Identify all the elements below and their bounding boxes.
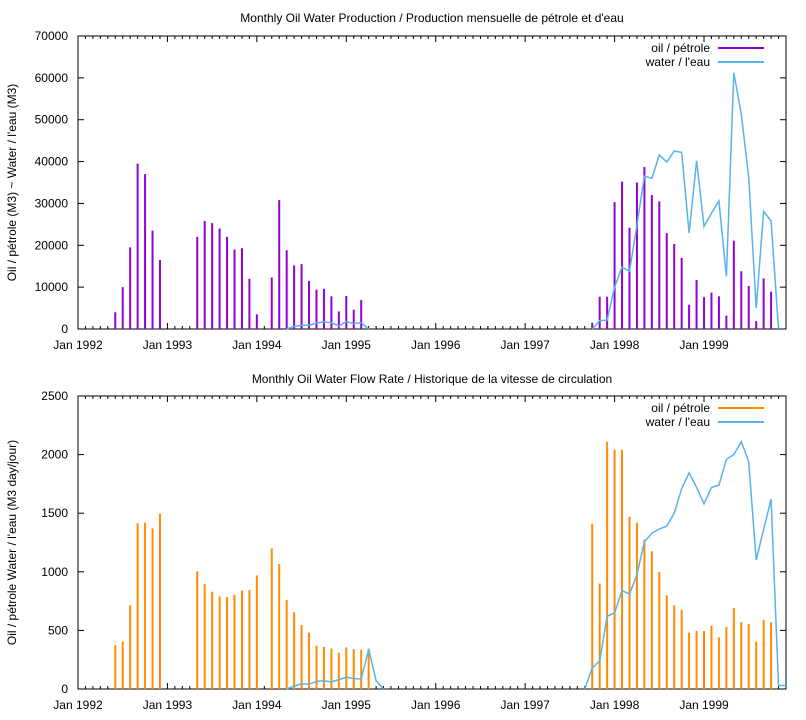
x-tick-label: Jan 1994 [232, 698, 282, 712]
y-tick-label: 70000 [35, 29, 69, 43]
y-tick-label: 50000 [35, 113, 69, 127]
x-tick-label: Jan 1994 [232, 338, 282, 352]
chart-1: Monthly Oil Water Production / Productio… [5, 11, 787, 352]
series-line [286, 320, 370, 330]
x-tick-label: Jan 1995 [322, 698, 372, 712]
series-line [591, 72, 780, 330]
y-tick-label: 0 [61, 322, 68, 336]
y-tick-label: 10000 [35, 280, 69, 294]
y-tick-label: 0 [61, 682, 68, 696]
y-tick-label: 30000 [35, 196, 69, 210]
y-tick-label: 2000 [41, 448, 68, 462]
x-tick-label: Jan 1997 [500, 698, 550, 712]
y-tick-label: 2500 [41, 389, 68, 403]
x-tick-label: Jan 1992 [53, 338, 103, 352]
series-1 [114, 441, 773, 689]
plot-frame [77, 35, 787, 330]
x-tick-label: Jan 1998 [590, 338, 640, 352]
chart-title: Monthly Oil Water Flow Rate / Historique… [252, 372, 612, 386]
chart-2: Monthly Oil Water Flow Rate / Historique… [5, 372, 787, 712]
legend-label: oil / pétrole [651, 41, 710, 55]
x-tick-label: Jan 1993 [143, 698, 193, 712]
series-line [286, 649, 385, 690]
x-tick-label: Jan 1998 [590, 698, 640, 712]
y-tick-label: 40000 [35, 155, 69, 169]
x-tick-label: Jan 1997 [500, 338, 550, 352]
legend-label: water / l'eau [645, 415, 710, 429]
series-2 [286, 72, 780, 330]
y-tick-label: 60000 [35, 71, 69, 85]
x-tick-label: Jan 1992 [53, 698, 103, 712]
y-tick-label: 20000 [35, 238, 69, 252]
series-1 [114, 163, 773, 329]
x-tick-label: Jan 1995 [322, 338, 372, 352]
y-tick-label: 500 [48, 623, 68, 637]
plot-frame [77, 395, 787, 690]
y-axis-label: Oil / pétrole (M3) ~ Water / l'eau (M3) [5, 84, 19, 282]
series-line [584, 439, 786, 690]
y-tick-label: 1000 [41, 565, 68, 579]
chart-title: Monthly Oil Water Production / Productio… [240, 11, 623, 25]
y-tick-label: 1500 [41, 506, 68, 520]
y-axis-label: Oil / pétrole Water / l'eau (M3 day/jour… [5, 440, 19, 645]
legend-label: oil / pétrole [651, 401, 710, 415]
x-tick-label: Jan 1996 [411, 338, 461, 352]
x-tick-label: Jan 1993 [143, 338, 193, 352]
series-2 [286, 439, 786, 690]
x-tick-label: Jan 1996 [411, 698, 461, 712]
x-tick-label: Jan 1999 [679, 698, 729, 712]
legend-label: water / l'eau [645, 55, 710, 69]
x-tick-label: Jan 1999 [679, 338, 729, 352]
